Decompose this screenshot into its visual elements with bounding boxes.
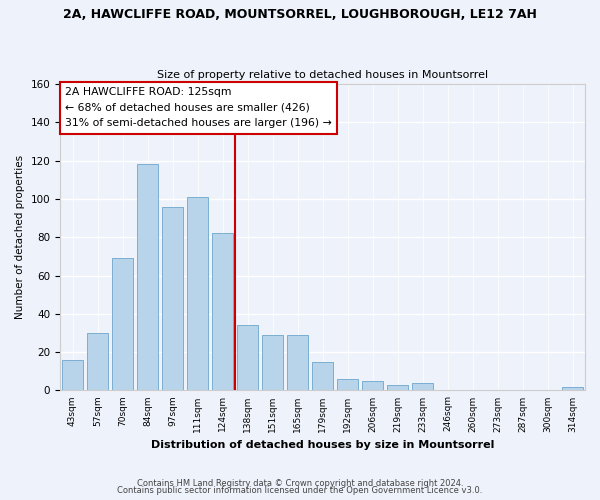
Text: Contains public sector information licensed under the Open Government Licence v3: Contains public sector information licen… (118, 486, 482, 495)
Title: Size of property relative to detached houses in Mountsorrel: Size of property relative to detached ho… (157, 70, 488, 81)
Bar (262, 335, 283, 390)
Bar (62, 360, 83, 390)
Bar (87, 333, 108, 390)
Text: 2A, HAWCLIFFE ROAD, MOUNTSORREL, LOUGHBOROUGH, LE12 7AH: 2A, HAWCLIFFE ROAD, MOUNTSORREL, LOUGHBO… (63, 8, 537, 20)
Bar (387, 384, 408, 390)
Bar (237, 326, 258, 390)
Text: Contains HM Land Registry data © Crown copyright and database right 2024.: Contains HM Land Registry data © Crown c… (137, 478, 463, 488)
Bar (562, 386, 583, 390)
Bar (287, 335, 308, 390)
Bar (162, 206, 183, 390)
Bar (362, 381, 383, 390)
Bar (112, 258, 133, 390)
Y-axis label: Number of detached properties: Number of detached properties (15, 155, 25, 320)
Bar (412, 383, 433, 390)
X-axis label: Distribution of detached houses by size in Mountsorrel: Distribution of detached houses by size … (151, 440, 494, 450)
Bar (212, 234, 233, 390)
Bar (137, 164, 158, 390)
Text: 2A HAWCLIFFE ROAD: 125sqm
← 68% of detached houses are smaller (426)
31% of semi: 2A HAWCLIFFE ROAD: 125sqm ← 68% of detac… (65, 87, 332, 128)
Bar (337, 379, 358, 390)
Bar (187, 197, 208, 390)
Bar (312, 362, 333, 390)
